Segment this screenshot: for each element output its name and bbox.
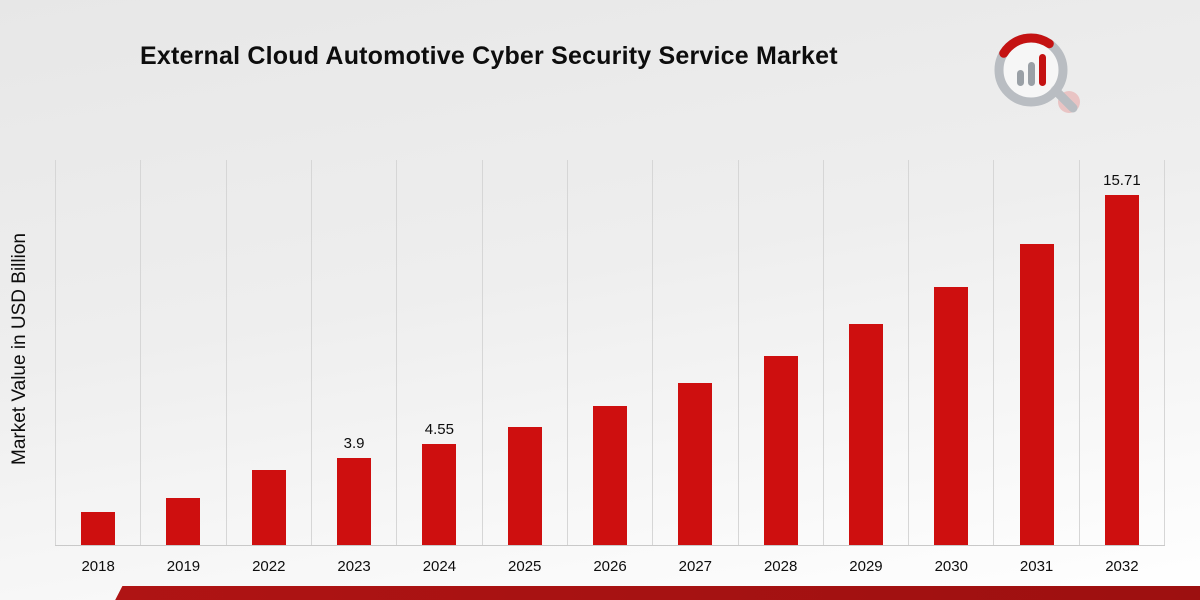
chart-title: External Cloud Automotive Cyber Security… (140, 42, 838, 70)
chart-column-2024: 4.55 2024 (396, 160, 481, 575)
x-tick-label-2027: 2027 (678, 558, 713, 575)
chart-column-2029: 2029 (822, 160, 908, 575)
x-tick-label-2028: 2028 (763, 558, 798, 575)
bar-2024 (422, 443, 457, 545)
bar-2032 (1104, 195, 1139, 545)
bar-2027 (678, 382, 713, 545)
x-tick-label-2025: 2025 (508, 558, 542, 575)
x-tick-label-2029: 2029 (849, 558, 883, 575)
value-label-2024: 4.55 (424, 420, 454, 438)
y-axis-label: Market Value in USD Billion (9, 233, 30, 465)
value-label-2032: 15.71 (1103, 172, 1141, 190)
x-tick-label-2024: 2024 (422, 558, 457, 575)
x-tick-label-2026: 2026 (593, 558, 627, 575)
x-tick-label-2023: 2023 (337, 558, 371, 575)
bar-2025 (507, 427, 542, 545)
bar-2026 (593, 405, 628, 545)
bar-2029 (848, 323, 883, 545)
bar-2031 (1019, 243, 1054, 545)
chart-column-2032: 15.71 2032 (1078, 160, 1166, 575)
bar-2028 (763, 355, 798, 545)
chart-column-2025: 2025 (481, 160, 567, 575)
x-tick-label-2022: 2022 (252, 558, 286, 575)
chart-column-2028: 2028 (737, 160, 823, 575)
chart-column-2026: 2026 (566, 160, 652, 575)
x-tick-label-2031: 2031 (1019, 558, 1054, 575)
chart-column-2023: 3.9 2023 (310, 160, 396, 575)
x-tick-label-2019: 2019 (166, 558, 201, 575)
bar-2030 (934, 286, 969, 545)
bar-2023 (337, 458, 372, 545)
chart-column-2030: 2030 (908, 160, 993, 575)
value-label-2023: 3.9 (343, 435, 365, 453)
x-tick-label-2032: 2032 (1105, 558, 1139, 575)
chart-column-2027: 2027 (652, 160, 737, 575)
footer-accent-bar (115, 586, 1200, 600)
bar-chart-magnifier-logo-icon (985, 28, 1085, 116)
chart-column-2019: 2019 (140, 160, 225, 575)
x-tick-label-2030: 2030 (934, 558, 968, 575)
plot-area: 2018 2019 2022 3.9 2023 4.55 2024 2025 2026 2027 2… (55, 160, 1166, 575)
chart-column-2022: 2022 (225, 160, 311, 575)
bar-2019 (166, 498, 201, 545)
chart-column-2031: 2031 (993, 160, 1078, 575)
x-tick-label-2018: 2018 (81, 558, 115, 575)
chart-column-2018: 2018 (55, 160, 140, 575)
bar-2022 (251, 470, 286, 545)
bar-2018 (81, 511, 116, 545)
